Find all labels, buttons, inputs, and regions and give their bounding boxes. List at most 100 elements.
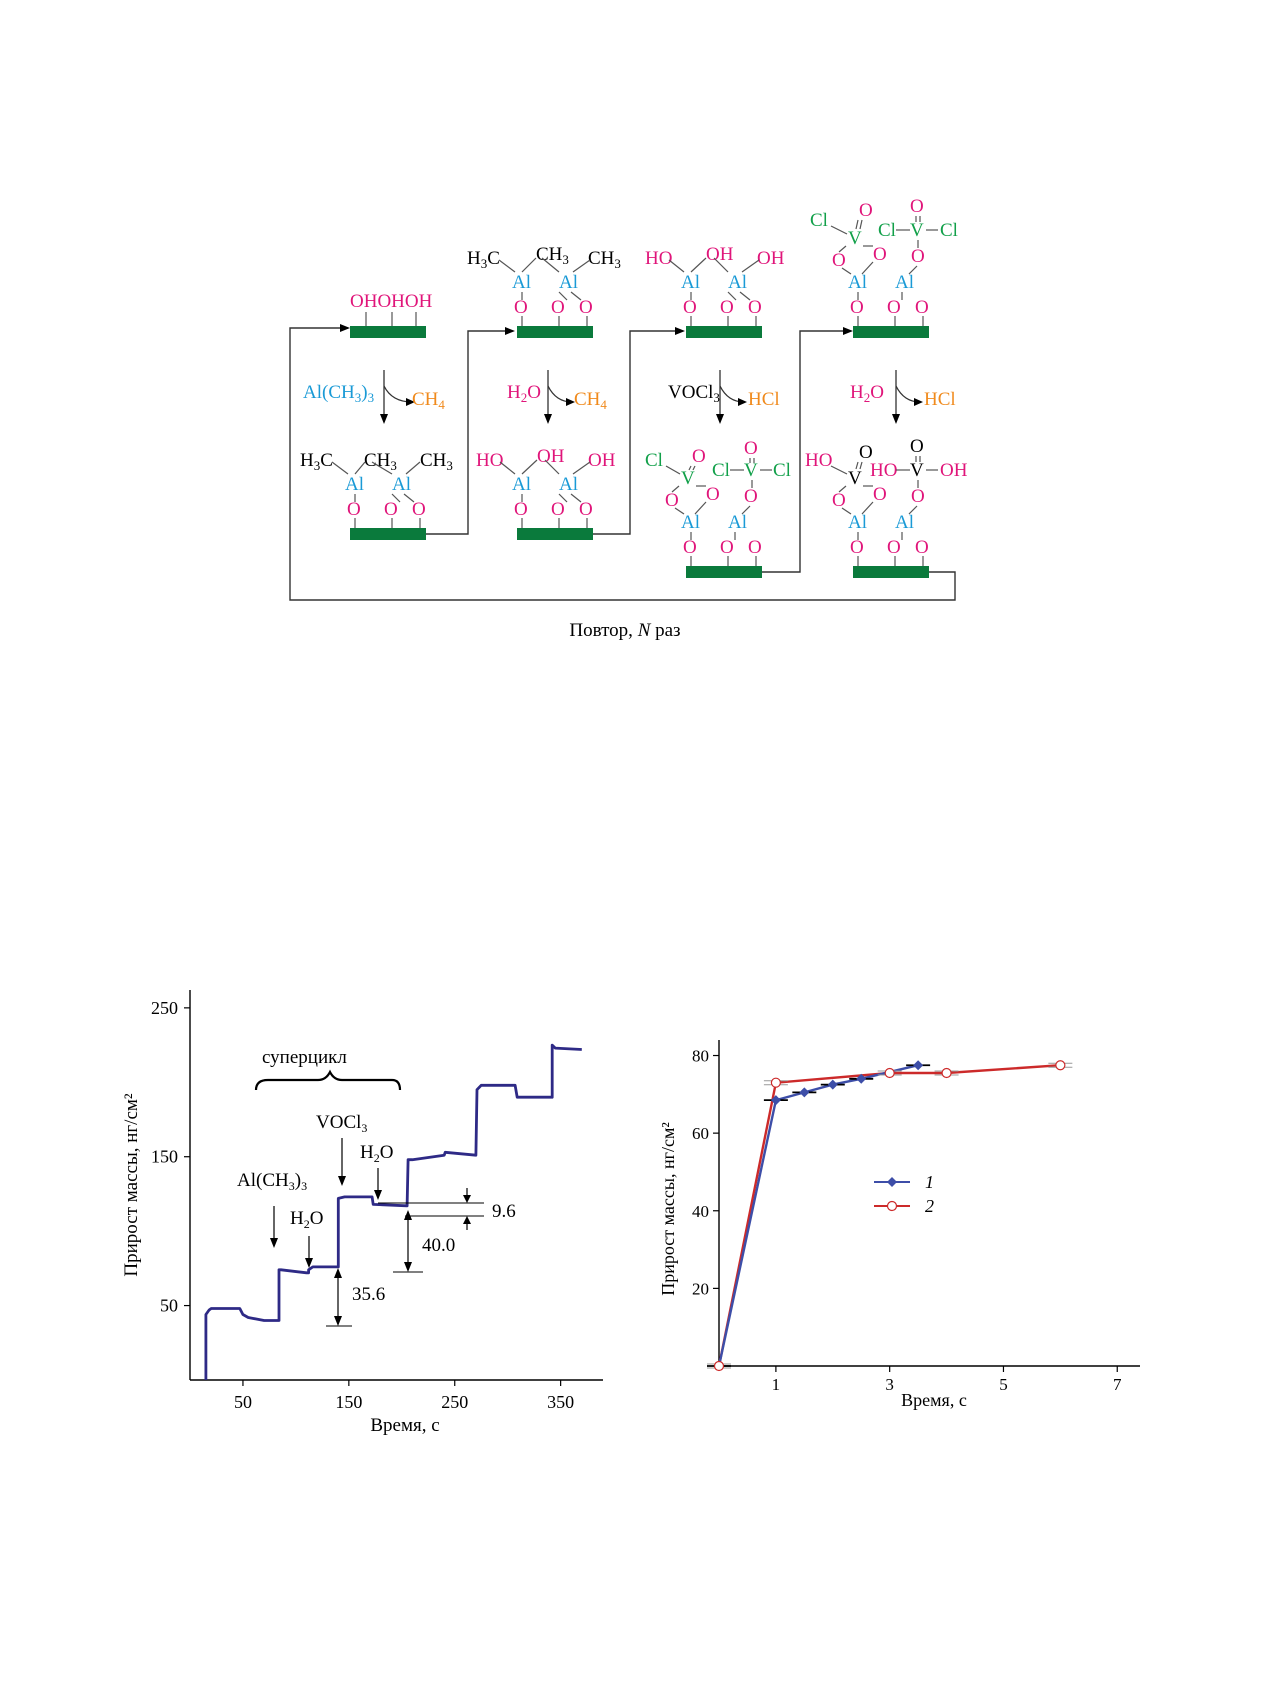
svg-text:Al: Al (848, 512, 867, 533)
connector-arrowhead-2 (675, 327, 685, 335)
svg-text:Cl: Cl (645, 450, 663, 471)
reaction-step-1: Al(CH3)3 CH4 (303, 370, 445, 424)
svg-text:OH: OH (757, 248, 785, 269)
svg-text:OHOHOH: OHOHOH (350, 291, 433, 312)
y-tick-label: 60 (692, 1124, 709, 1143)
substrate-bar (686, 326, 762, 338)
y-tick-label: 20 (692, 1279, 709, 1298)
series-layer (707, 1060, 1073, 1372)
reaction-step-4: H2O HCl (850, 370, 956, 424)
svg-text:O: O (384, 499, 398, 520)
series-line-1 (717, 1064, 919, 1367)
svg-text:CH3: CH3 (536, 244, 569, 267)
connector-arrowhead-3 (843, 327, 853, 335)
substrate-bar (517, 528, 593, 540)
loop-arrowhead-1 (340, 324, 350, 332)
data-point-1 (799, 1087, 810, 1098)
svg-text:V: V (681, 468, 695, 489)
svg-text:O: O (347, 499, 361, 520)
legend-marker-2 (886, 1200, 898, 1212)
y-tick-label: 80 (692, 1047, 709, 1066)
svg-text:HO: HO (476, 450, 503, 471)
svg-text:O: O (859, 442, 873, 463)
svg-text:O: O (832, 250, 846, 271)
svg-text:HO: HO (805, 450, 832, 471)
svg-text:O: O (579, 499, 593, 520)
x-tick-label: 1 (772, 1375, 781, 1394)
chart-right: 1 3 5 7 20 40 60 80 Прирост массы, нг/см² Время… (658, 1040, 1140, 1410)
svg-text:Al: Al (681, 512, 700, 533)
x-tick-label: 50 (234, 1392, 252, 1412)
reaction-step-2: H2O CH4 (507, 370, 607, 424)
y-tick-label: 40 (692, 1202, 709, 1221)
svg-text:Al: Al (392, 474, 411, 495)
svg-text:CH3: CH3 (588, 248, 621, 271)
svg-text:CH4: CH4 (574, 389, 607, 412)
x-tick-label: 7 (1113, 1375, 1122, 1394)
svg-text:V: V (848, 468, 862, 489)
axis-ticks: 1 3 5 7 20 40 60 80 (692, 1047, 1122, 1394)
svg-text:O: O (683, 297, 697, 318)
svg-text:O: O (915, 297, 929, 318)
svg-text:V: V (910, 220, 924, 241)
svg-text:Cl: Cl (878, 220, 896, 241)
svg-text:O: O (514, 297, 528, 318)
svg-text:O: O (720, 537, 734, 558)
legend-label-1: 1 (925, 1172, 934, 1192)
supercycle-brace (254, 1069, 402, 1091)
svg-text:Cl: Cl (712, 460, 730, 481)
svg-text:O: O (887, 297, 901, 318)
svg-text:Al: Al (728, 272, 747, 293)
svg-text:V: V (910, 460, 924, 481)
svg-text:Al: Al (512, 474, 531, 495)
connector-2-3 (593, 330, 682, 535)
data-point-1 (827, 1079, 838, 1090)
reagent-label-water-2: H2O (360, 1142, 393, 1165)
svg-text:O: O (910, 196, 924, 217)
svg-text:Al: Al (728, 512, 747, 533)
svg-text:O: O (915, 537, 929, 558)
annotations: суперцикл Al(CH3)3 H2O VOCl3 H2O 35.6 (237, 1047, 516, 1327)
data-point-2 (713, 1360, 725, 1372)
svg-text:Al: Al (559, 474, 578, 495)
svg-text:Cl: Cl (810, 210, 828, 231)
svg-text:O: O (692, 446, 706, 467)
svg-text:Al: Al (559, 272, 578, 293)
state-methyl-al-2: O O O Al Al H3C CH3 CH3 (467, 244, 621, 338)
supercycle-label: суперцикл (262, 1047, 347, 1068)
state-hydroxyl-surface: OHOHOH (350, 291, 433, 338)
svg-text:O: O (665, 490, 679, 511)
data-point-1 (913, 1060, 924, 1071)
svg-text:O: O (748, 297, 762, 318)
svg-text:HCl: HCl (924, 389, 956, 410)
svg-text:O: O (744, 438, 758, 459)
x-axis-label: Время, с (901, 1390, 967, 1410)
y-axis-label: Прирост массы, нг/см² (658, 1122, 678, 1296)
svg-text:CH4: CH4 (412, 389, 445, 412)
repeat-loop-line (289, 327, 956, 601)
substrate-bar (853, 326, 929, 338)
svg-text:Al: Al (681, 272, 700, 293)
svg-text:O: O (873, 244, 887, 265)
x-tick-label: 250 (441, 1392, 468, 1412)
substrate-bar (350, 528, 426, 540)
mass-gain-curve (204, 1043, 582, 1380)
state-vanadyl-hydroxide: O O O Al Al O O O V O HO HO V OH (805, 436, 968, 578)
chart-left: 50 150 250 350 50 150 250 Прирост массы, нг/см… (121, 990, 603, 1436)
svg-text:H3C: H3C (467, 248, 500, 271)
x-tick-label: 350 (547, 1392, 574, 1412)
state-methyl-al-1: O O O Al Al H3C CH3 CH3 (300, 450, 453, 540)
svg-text:O: O (748, 537, 762, 558)
svg-text:O: O (720, 297, 734, 318)
substrate-bar (350, 326, 426, 338)
data-point-2 (941, 1067, 952, 1079)
svg-text:Al(CH3)3: Al(CH3)3 (303, 382, 374, 405)
svg-text:O: O (514, 499, 528, 520)
svg-text:O: O (744, 486, 758, 507)
svg-text:H2O: H2O (507, 382, 541, 405)
connector-3-4 (762, 330, 850, 573)
step-value-1: 35.6 (352, 1284, 385, 1305)
svg-text:CH3: CH3 (364, 450, 397, 473)
svg-text:Al: Al (512, 272, 531, 293)
svg-text:CH3: CH3 (420, 450, 453, 473)
